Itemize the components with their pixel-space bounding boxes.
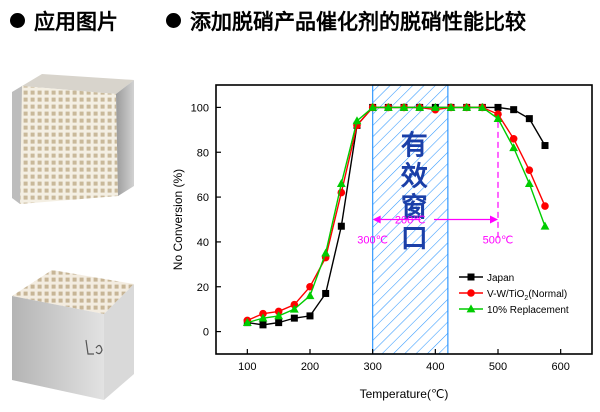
data-point (510, 106, 518, 114)
temperature-annotation: 500℃ (483, 235, 514, 247)
bullet-icon (166, 13, 181, 28)
data-point (337, 222, 345, 230)
catalyst-photo-top (12, 74, 134, 204)
plot-frame (215, 84, 593, 355)
arrowhead-right-icon (490, 215, 498, 224)
bullet-icon (10, 13, 25, 28)
legend-marker-icon (467, 289, 475, 297)
data-point (258, 313, 268, 322)
effective-window-label: 有效窗口 (401, 130, 428, 253)
data-point (477, 102, 487, 111)
x-axis-title: Temperature(℃) (360, 387, 449, 401)
arrowhead-left-icon (372, 215, 381, 224)
data-point (541, 202, 549, 210)
data-point (274, 311, 284, 320)
x-tick-label: 100 (238, 361, 256, 373)
data-point (509, 135, 518, 143)
data-point (290, 314, 298, 322)
data-point (494, 103, 502, 111)
y-tick-label: 40 (197, 237, 209, 249)
data-point (259, 321, 267, 329)
y-axis-title: No Conversion (%) (171, 169, 185, 270)
data-point (446, 102, 456, 111)
legend-label: V-W/TiO2(Normal) (487, 289, 567, 302)
legend-label-base: V-W/TiO (487, 289, 525, 300)
catalyst-photo-bottom (12, 270, 134, 400)
y-tick-label: 20 (197, 282, 209, 294)
chart-legend: Japan V-W/TiO2(Normal) 10% Replacement (459, 273, 569, 316)
legend-marker-icon (467, 273, 475, 281)
section-heading-comparison-label: 添加脱硝产品催化剂的脱硝性能比较 (190, 10, 526, 34)
x-tick-label: 500 (489, 361, 507, 373)
data-point (352, 116, 362, 125)
y-tick-label: 100 (191, 102, 209, 114)
data-point (321, 248, 331, 257)
series-line (247, 106, 546, 324)
data-point (462, 102, 472, 111)
data-point (541, 142, 549, 150)
section-heading-comparison: 添加脱硝产品催化剂的脱硝性能比较 (166, 6, 526, 36)
y-tick-label: 80 (197, 147, 209, 159)
data-point (275, 319, 283, 327)
series-2 (242, 102, 550, 327)
section-heading-applications-label: 应用图片 (34, 10, 118, 34)
data-point (430, 102, 440, 111)
data-point (242, 318, 252, 327)
data-point (306, 312, 314, 320)
data-point (525, 166, 534, 174)
data-point (415, 102, 425, 111)
x-tick-label: 600 (551, 361, 569, 373)
data-point (289, 304, 299, 313)
temperature-annotation: 200℃ (395, 215, 426, 227)
temperature-annotation: 300℃ (357, 235, 388, 247)
section-heading-applications: 应用图片 (10, 6, 118, 36)
data-point (399, 102, 409, 111)
data-point (493, 114, 503, 123)
legend-label-suffix: (Normal) (528, 289, 567, 300)
data-point (305, 291, 315, 300)
legend-label: 10% Replacement (487, 305, 569, 316)
y-tick-label: 0 (203, 327, 209, 339)
x-tick-label: 200 (301, 361, 319, 373)
data-point (336, 179, 346, 188)
legend-label-subscript: 2 (524, 295, 528, 302)
data-point (509, 143, 519, 152)
data-point (383, 102, 393, 111)
data-point (368, 102, 378, 111)
x-tick-label: 300 (363, 361, 381, 373)
y-tick-label: 60 (197, 192, 209, 204)
data-point (524, 179, 534, 188)
legend-label: Japan (487, 273, 514, 284)
legend-marker-icon (466, 304, 476, 313)
x-tick-label: 400 (426, 361, 444, 373)
data-point (525, 115, 533, 123)
data-point (540, 221, 550, 230)
data-point (322, 289, 330, 297)
